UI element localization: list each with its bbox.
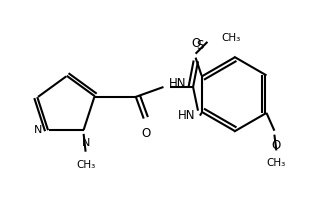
Text: O: O: [191, 37, 200, 50]
Text: O: O: [141, 128, 150, 140]
Text: HN: HN: [177, 109, 195, 122]
Text: CH₃: CH₃: [221, 33, 240, 43]
Text: S: S: [196, 39, 204, 52]
Text: O: O: [272, 139, 281, 152]
Text: CH₃: CH₃: [267, 158, 286, 168]
Text: CH₃: CH₃: [76, 160, 95, 169]
Text: HN: HN: [168, 77, 186, 89]
Text: N: N: [82, 138, 90, 148]
Text: N: N: [33, 125, 42, 135]
